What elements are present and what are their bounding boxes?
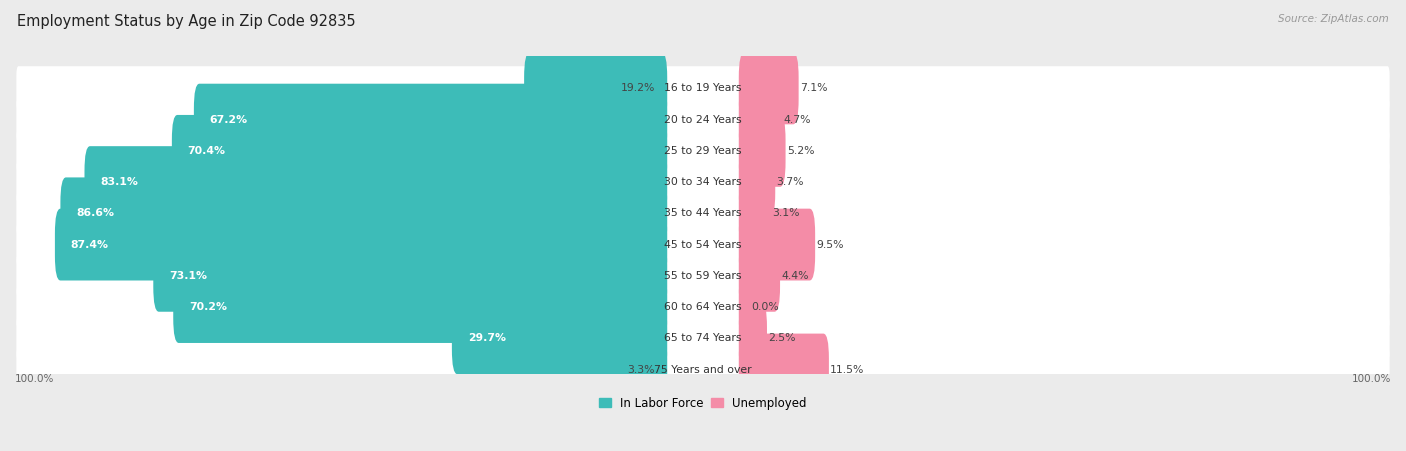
FancyBboxPatch shape bbox=[17, 285, 1389, 329]
Text: 65 to 74 Years: 65 to 74 Years bbox=[664, 333, 742, 343]
FancyBboxPatch shape bbox=[634, 334, 668, 405]
Text: 2.5%: 2.5% bbox=[768, 333, 796, 343]
FancyBboxPatch shape bbox=[17, 316, 1389, 360]
FancyBboxPatch shape bbox=[17, 66, 1389, 110]
Text: 100.0%: 100.0% bbox=[1351, 374, 1391, 384]
FancyBboxPatch shape bbox=[17, 347, 1389, 392]
FancyBboxPatch shape bbox=[738, 240, 780, 312]
FancyBboxPatch shape bbox=[17, 253, 1389, 298]
FancyBboxPatch shape bbox=[55, 209, 668, 281]
FancyBboxPatch shape bbox=[17, 97, 1389, 142]
FancyBboxPatch shape bbox=[17, 191, 1389, 235]
FancyBboxPatch shape bbox=[738, 302, 768, 374]
Text: 16 to 19 Years: 16 to 19 Years bbox=[664, 83, 742, 93]
FancyBboxPatch shape bbox=[738, 334, 830, 405]
Text: 60 to 64 Years: 60 to 64 Years bbox=[664, 302, 742, 312]
Text: 29.7%: 29.7% bbox=[468, 333, 506, 343]
FancyBboxPatch shape bbox=[738, 115, 786, 187]
Legend: In Labor Force, Unemployed: In Labor Force, Unemployed bbox=[599, 397, 807, 410]
FancyBboxPatch shape bbox=[451, 302, 668, 374]
Text: 11.5%: 11.5% bbox=[831, 364, 865, 374]
Text: 83.1%: 83.1% bbox=[100, 177, 138, 187]
Text: 86.6%: 86.6% bbox=[76, 208, 114, 218]
Text: 25 to 29 Years: 25 to 29 Years bbox=[664, 146, 742, 156]
Text: 4.4%: 4.4% bbox=[782, 271, 808, 281]
FancyBboxPatch shape bbox=[17, 222, 1389, 267]
Text: 70.4%: 70.4% bbox=[187, 146, 226, 156]
Text: 5.2%: 5.2% bbox=[787, 146, 814, 156]
Text: 87.4%: 87.4% bbox=[70, 239, 108, 249]
Text: 20 to 24 Years: 20 to 24 Years bbox=[664, 115, 742, 124]
Text: 0.0%: 0.0% bbox=[751, 302, 779, 312]
FancyBboxPatch shape bbox=[17, 160, 1389, 204]
FancyBboxPatch shape bbox=[738, 52, 799, 124]
FancyBboxPatch shape bbox=[172, 115, 668, 187]
FancyBboxPatch shape bbox=[60, 177, 668, 249]
Text: 100.0%: 100.0% bbox=[15, 374, 55, 384]
FancyBboxPatch shape bbox=[84, 146, 668, 218]
Text: Source: ZipAtlas.com: Source: ZipAtlas.com bbox=[1278, 14, 1389, 23]
FancyBboxPatch shape bbox=[173, 271, 668, 343]
Text: 3.1%: 3.1% bbox=[772, 208, 800, 218]
Text: 45 to 54 Years: 45 to 54 Years bbox=[664, 239, 742, 249]
Text: Employment Status by Age in Zip Code 92835: Employment Status by Age in Zip Code 928… bbox=[17, 14, 356, 28]
FancyBboxPatch shape bbox=[738, 146, 775, 218]
FancyBboxPatch shape bbox=[738, 209, 815, 281]
FancyBboxPatch shape bbox=[738, 271, 749, 343]
FancyBboxPatch shape bbox=[194, 84, 668, 156]
Text: 7.1%: 7.1% bbox=[800, 83, 828, 93]
Text: 75 Years and over: 75 Years and over bbox=[654, 364, 752, 374]
FancyBboxPatch shape bbox=[738, 177, 770, 249]
Text: 3.3%: 3.3% bbox=[627, 364, 655, 374]
Text: 9.5%: 9.5% bbox=[817, 239, 844, 249]
Text: 19.2%: 19.2% bbox=[620, 83, 655, 93]
Text: 67.2%: 67.2% bbox=[209, 115, 247, 124]
Text: 73.1%: 73.1% bbox=[169, 271, 207, 281]
Text: 70.2%: 70.2% bbox=[188, 302, 226, 312]
Text: 4.7%: 4.7% bbox=[783, 115, 811, 124]
FancyBboxPatch shape bbox=[17, 129, 1389, 173]
Text: 30 to 34 Years: 30 to 34 Years bbox=[664, 177, 742, 187]
FancyBboxPatch shape bbox=[738, 84, 782, 156]
Text: 55 to 59 Years: 55 to 59 Years bbox=[664, 271, 742, 281]
FancyBboxPatch shape bbox=[524, 52, 668, 124]
FancyBboxPatch shape bbox=[153, 240, 668, 312]
Text: 3.7%: 3.7% bbox=[776, 177, 804, 187]
Text: 35 to 44 Years: 35 to 44 Years bbox=[664, 208, 742, 218]
